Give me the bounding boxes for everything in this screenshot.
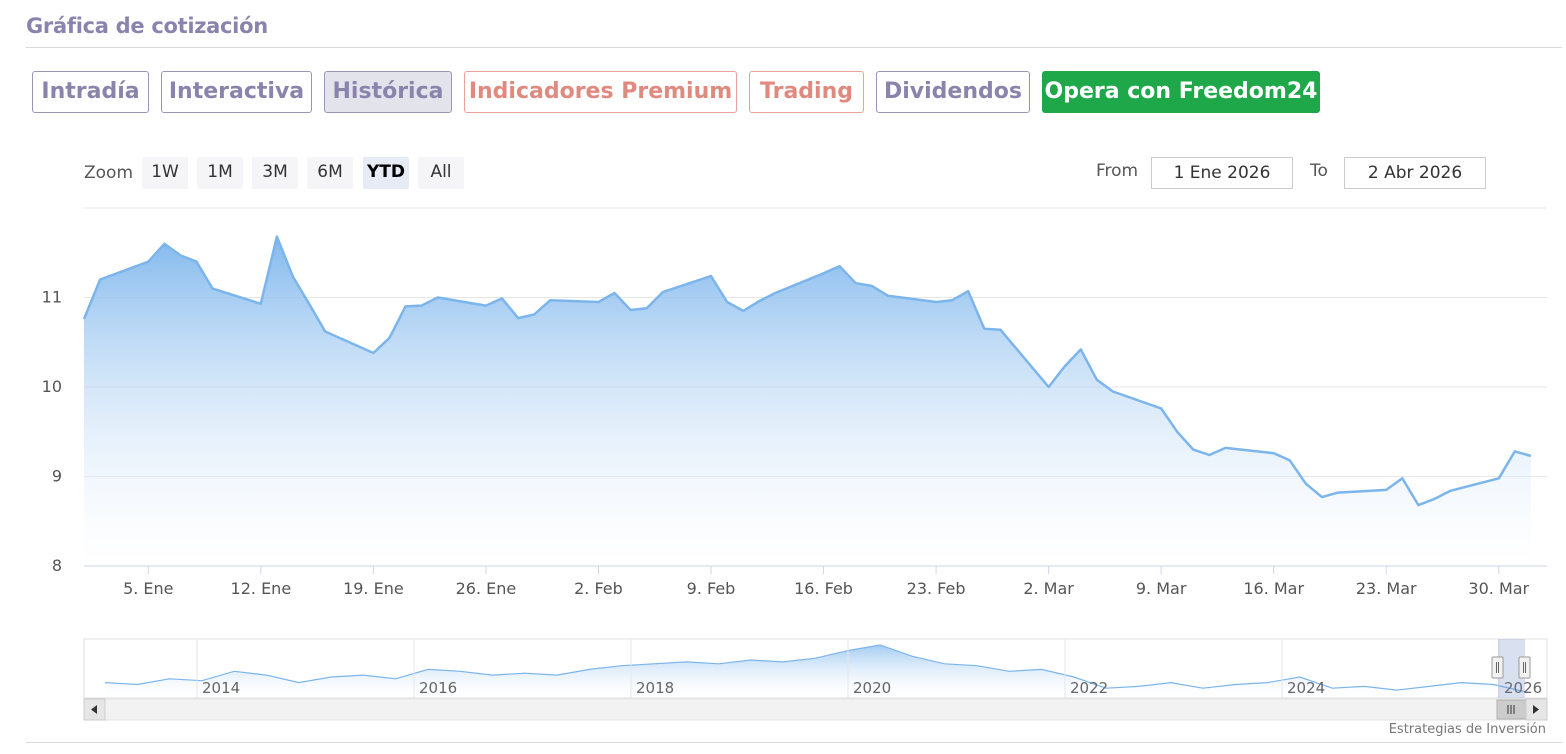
navigator-year-label: 2014 [202,679,240,697]
zoom-6m-button[interactable]: 6M [307,157,353,189]
navigator-line [104,644,1527,693]
y-tick-label: 10 [42,377,62,396]
to-label: To [1310,161,1328,181]
x-tick-label: 26. Ene [456,579,517,598]
navigator-year-label: 2016 [419,679,457,697]
y-tick-label: 8 [52,556,62,575]
series-area [84,236,1531,566]
x-tick-label: 16. Feb [794,579,853,598]
navigator-year-label: 2018 [636,679,674,697]
x-tick-label: 12. Ene [231,579,292,598]
navigator-year-label: 2026 [1504,679,1542,697]
x-tick-label: 16. Mar [1243,579,1304,598]
page-title: Gráfica de cotización [26,14,268,38]
zoom-3m-button[interactable]: 3M [252,157,298,189]
chevron-right-icon [1533,705,1539,714]
navigator-right-handle[interactable] [1518,656,1531,679]
navigator-year-label: 2022 [1070,679,1108,697]
x-tick-label: 2. Mar [1023,579,1074,598]
opera-con-freedom24-button[interactable]: Opera con Freedom24 [1042,71,1320,113]
navigator-area [105,645,1526,698]
tab-interactiva[interactable]: Interactiva [161,71,312,113]
navigator-scrollbar-track[interactable] [83,698,1548,721]
navigator-year-label: 2020 [853,679,891,697]
zoom-all-button[interactable]: All [418,157,464,189]
title-divider [26,47,1562,48]
y-tick-label: 11 [42,288,62,307]
x-tick-label: 2. Feb [574,579,623,598]
tab-indicadores-premium[interactable]: Indicadores Premium [464,71,737,113]
zoom-label: Zoom [84,163,134,183]
navigator-left-handle[interactable] [1491,656,1504,679]
tab-historica[interactable]: Histórica [324,71,452,113]
x-tick-label: 5. Ene [123,579,173,598]
navigator-year-label: 2024 [1287,679,1325,697]
to-date-input[interactable]: 2 Abr 2026 [1344,157,1486,189]
chart-credits: Estrategias de Inversión [1388,722,1546,737]
tab-trading[interactable]: Trading [749,71,864,113]
y-tick-label: 9 [52,467,62,486]
series-line [82,235,1532,507]
tab-intradia[interactable]: Intradía [32,71,149,113]
chevron-left-icon [91,705,97,714]
zoom-1m-button[interactable]: 1M [197,157,243,189]
x-tick-label: 30. Mar [1468,579,1529,598]
x-tick-label: 23. Mar [1356,579,1417,598]
x-tick-label: 9. Feb [687,579,736,598]
zoom-ytd-button[interactable]: YTD [363,157,409,189]
from-date-input[interactable]: 1 Ene 2026 [1151,157,1293,189]
from-label: From [1096,161,1139,181]
x-tick-label: 23. Feb [907,579,966,598]
x-tick-label: 9. Mar [1136,579,1187,598]
tab-dividendos[interactable]: Dividendos [876,71,1030,113]
x-tick-label: 19. Ene [343,579,404,598]
zoom-1w-button[interactable]: 1W [142,157,188,189]
bottom-divider [26,742,1562,743]
